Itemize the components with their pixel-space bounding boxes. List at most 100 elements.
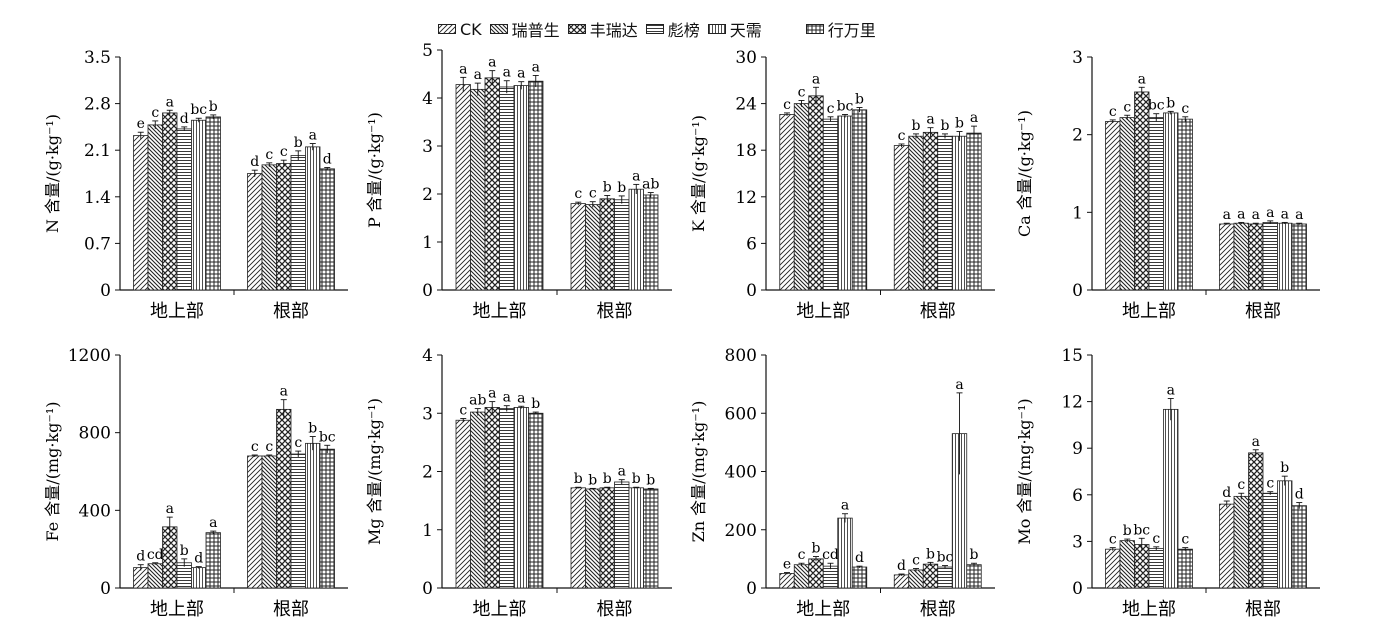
- bar: [305, 442, 321, 589]
- y-tick-label: 0: [746, 281, 757, 301]
- significance-letter: b: [1123, 523, 1132, 539]
- bar: [1248, 452, 1264, 589]
- y-tick-label: 0: [1072, 579, 1083, 599]
- bar: [1233, 222, 1249, 291]
- significance-letter: b: [574, 471, 583, 487]
- y-tick-label: 6: [746, 234, 757, 254]
- legend-label: CK: [460, 19, 482, 39]
- bar: [808, 95, 824, 291]
- x-tick-label: 地上部: [1122, 599, 1176, 620]
- bar: [599, 487, 615, 589]
- legend-label: 天需: [729, 21, 762, 40]
- bar: [147, 563, 163, 589]
- significance-letter: a: [474, 67, 482, 83]
- bar: [1291, 223, 1307, 291]
- bar: [893, 145, 910, 291]
- bar: [276, 163, 292, 291]
- bar: [951, 135, 968, 291]
- y-tick-label: 0: [1072, 281, 1083, 301]
- y-tick-label: 0: [422, 579, 433, 599]
- legend-swatch: [707, 24, 726, 34]
- bar: [851, 109, 868, 291]
- bar: [290, 155, 306, 291]
- x-tick-label: 根部: [1245, 599, 1281, 620]
- bar: [808, 558, 824, 589]
- bar: [1248, 223, 1264, 291]
- y-tick-label: 1200: [68, 346, 111, 366]
- bar: [499, 408, 515, 589]
- legend-swatch: [438, 24, 456, 34]
- bar: [1105, 548, 1121, 589]
- bar: [851, 566, 868, 589]
- bar: [966, 132, 982, 291]
- significance-letter: c: [1237, 477, 1245, 493]
- significance-letter: c: [898, 128, 906, 144]
- y-tick-label: 2.1: [84, 141, 111, 161]
- y-axis-label: Mg 含量/(mg·kg⁻¹): [365, 398, 384, 545]
- y-tick-label: 400: [79, 501, 111, 521]
- bar: [1262, 222, 1278, 291]
- significance-letter: a: [632, 168, 640, 184]
- x-tick-label: 地上部: [796, 599, 850, 620]
- bar: [628, 487, 644, 589]
- bar: [1105, 121, 1121, 291]
- significance-letter: bc: [1133, 522, 1150, 538]
- significance-letter: d: [1295, 487, 1304, 503]
- significance-letter: a: [488, 386, 496, 402]
- legend-item: 天需: [707, 17, 762, 41]
- bar: [1277, 480, 1293, 589]
- y-axis-label: Zn 含量/(mg·kg⁻¹): [689, 401, 708, 543]
- bar: [614, 199, 630, 291]
- bar: [643, 194, 659, 291]
- bar: [1277, 222, 1293, 291]
- y-tick-label: 5: [422, 41, 433, 61]
- bar: [484, 407, 500, 589]
- bar: [205, 116, 221, 291]
- y-tick-label: 0: [100, 579, 111, 599]
- bar: [176, 128, 192, 291]
- significance-letter: c: [798, 547, 806, 563]
- significance-letter: a: [812, 71, 820, 87]
- bar: [1163, 408, 1179, 589]
- significance-letter: a: [1252, 434, 1260, 450]
- legend-item: 彪榜: [645, 17, 700, 41]
- bar: [599, 198, 615, 291]
- significance-letter: a: [517, 66, 525, 82]
- bar: [1262, 492, 1278, 589]
- significance-letter: c: [1181, 101, 1189, 117]
- significance-letter: a: [1223, 207, 1231, 223]
- bar: [585, 204, 601, 291]
- y-tick-label: 2: [1072, 126, 1083, 146]
- significance-letter: ab: [469, 393, 486, 409]
- significance-letter: b: [912, 118, 921, 134]
- y-tick-label: 800: [725, 346, 757, 366]
- significance-letter: b: [1166, 95, 1175, 111]
- y-tick-label: 3: [422, 137, 433, 157]
- significance-letter: c: [1152, 531, 1160, 547]
- legend-item: 瑞普生: [489, 17, 560, 41]
- y-tick-label: 3: [1072, 532, 1083, 552]
- significance-letter: bc: [837, 98, 854, 114]
- significance-letter: a: [1167, 382, 1175, 398]
- bar: [133, 135, 149, 291]
- y-tick-label: 0: [746, 579, 757, 599]
- x-tick-label: 地上部: [796, 301, 850, 322]
- significance-letter: b: [209, 99, 218, 115]
- legend-swatch: [805, 24, 824, 34]
- bar: [837, 115, 853, 291]
- x-tick-label: 地上部: [1122, 301, 1176, 322]
- y-tick-label: 9: [1072, 439, 1083, 459]
- significance-letter: a: [841, 498, 849, 514]
- y-tick-label: 12: [735, 188, 757, 208]
- legend-item: 丰瑞达: [567, 17, 638, 41]
- significance-letter: b: [941, 118, 950, 134]
- bar: [793, 564, 810, 589]
- bar: [1177, 118, 1193, 291]
- significance-letter: c: [265, 147, 273, 163]
- significance-letter: a: [532, 59, 540, 75]
- bar: [1148, 547, 1164, 589]
- significance-letter: cd: [147, 547, 164, 563]
